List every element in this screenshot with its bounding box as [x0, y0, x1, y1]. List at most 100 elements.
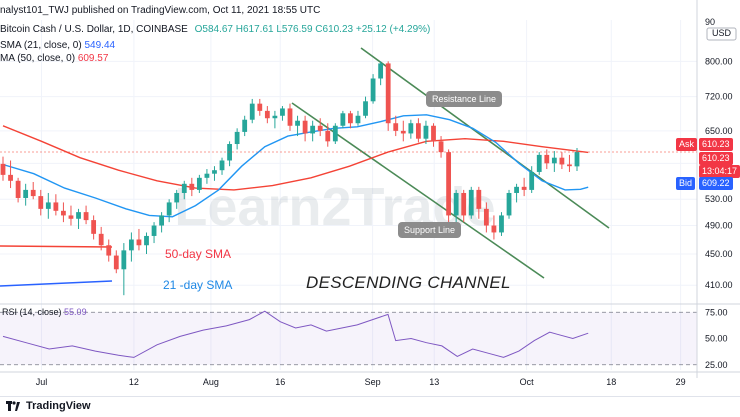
candle-body — [317, 125, 323, 131]
candle-body — [453, 192, 459, 216]
candle-body — [332, 125, 338, 142]
resistance-line — [360, 47, 610, 229]
price-tick-label: 650.00 — [705, 126, 733, 136]
candle-body — [491, 225, 497, 233]
time-tick-label: 16 — [275, 377, 285, 387]
candle-body — [400, 130, 406, 134]
sma21-marker-line — [0, 280, 113, 287]
candle-body — [83, 212, 89, 221]
candle-body — [23, 189, 29, 198]
bid-badge: Bid — [676, 177, 696, 190]
bid-price: 609.22 — [699, 177, 733, 190]
candle-body — [355, 115, 361, 124]
chart-grid — [0, 20, 697, 370]
time-tick-label: Sep — [365, 377, 381, 387]
candle-body — [280, 108, 285, 116]
candle-body — [121, 250, 127, 270]
time-tick-label: 18 — [606, 377, 616, 387]
ask-badge: Ask — [676, 138, 698, 151]
rsi-pane — [0, 310, 697, 366]
candle-body — [325, 130, 331, 142]
axes: 800.00720.00650.00590.00530.00490.00450.… — [0, 0, 740, 387]
candle-body — [423, 125, 429, 139]
candle-body — [45, 202, 51, 209]
candle-body — [257, 103, 263, 111]
rsi-tick-label: 50.00 — [705, 334, 728, 344]
price-tick-label: 720.00 — [705, 92, 733, 102]
price-tick-label: 410.00 — [705, 280, 733, 290]
time-tick-label: 12 — [129, 377, 139, 387]
sma50-line — [2, 125, 589, 191]
candle-body — [61, 210, 66, 216]
candle-body — [348, 113, 353, 124]
candle-body — [159, 215, 165, 226]
sma50-annotation: 50-day SMA — [165, 247, 232, 261]
candle-body — [53, 202, 59, 211]
candle-body — [431, 125, 436, 142]
price-tick-label: 800.00 — [705, 56, 733, 66]
candle-body — [521, 186, 527, 190]
price-tick-label: 90 — [705, 17, 715, 27]
candle-body — [106, 245, 112, 256]
candle-body — [174, 192, 180, 203]
candle-body — [144, 235, 149, 246]
candle-body — [567, 164, 572, 167]
currency-label: USD — [712, 28, 732, 38]
sma50-marker-line — [0, 245, 113, 248]
price-tick-label: 490.00 — [705, 221, 733, 231]
resistance-callout: Resistance Line — [426, 91, 503, 107]
candle-body — [506, 192, 512, 216]
channel-title: DESCENDING CHANNEL — [306, 273, 511, 292]
candle-body — [461, 192, 467, 216]
candle-body — [468, 189, 474, 216]
rsi-legend: RSI (14, close) 55.09 — [2, 307, 87, 317]
support-callout: Support Line — [398, 222, 462, 238]
candle-body — [151, 225, 157, 236]
publisher-line: nalyst101_TWJ published on TradingView.c… — [0, 5, 321, 16]
candle-body — [302, 120, 308, 134]
last-price: 610.23 — [699, 152, 733, 165]
candle-body — [219, 160, 225, 171]
candle-body — [68, 215, 74, 219]
candle-body — [438, 141, 444, 153]
candle-body — [499, 215, 504, 233]
candle-body — [98, 233, 104, 246]
candle-body — [476, 189, 482, 209]
rsi-line — [2, 310, 589, 358]
candle-body — [310, 125, 316, 134]
candle-body — [113, 255, 119, 270]
time-tick-label: Aug — [203, 377, 219, 387]
rsi-band — [0, 312, 697, 365]
candle-body — [483, 208, 489, 226]
candle-body — [0, 163, 6, 175]
candle-body — [393, 123, 399, 131]
price-tick-label: 530.00 — [705, 194, 733, 204]
candle-body — [385, 63, 391, 124]
ohlc-values: O584.67 H617.61 L576.59 C610.23 +25.12 (… — [194, 24, 431, 35]
time-tick-label: 29 — [676, 377, 686, 387]
candle-body — [551, 157, 557, 164]
candle-body — [370, 78, 376, 102]
ask-price: 610.23 — [699, 138, 733, 151]
candle-body — [514, 186, 519, 193]
candle-body — [136, 239, 142, 246]
candle-body — [204, 173, 210, 178]
candle-body — [264, 110, 270, 119]
candlestick-series — [0, 61, 580, 296]
candle-body — [446, 152, 452, 216]
rsi-tick-label: 25.00 — [705, 360, 728, 370]
candle-body — [30, 189, 36, 197]
footer-brand: TradingView — [26, 400, 91, 412]
currency-box — [706, 27, 737, 41]
candle-body — [242, 119, 248, 132]
candle-body — [181, 183, 187, 193]
candle-body — [76, 212, 81, 219]
sma21-legend: SMA (21, close, 0) 549.44 — [0, 40, 116, 51]
candle-body — [340, 113, 346, 126]
rsi-tick-label: 75.00 — [705, 307, 728, 317]
candle-body — [295, 120, 300, 126]
footer: TradingView — [0, 396, 740, 417]
candle-body — [196, 177, 202, 190]
time-tick-label: Jul — [36, 377, 48, 387]
